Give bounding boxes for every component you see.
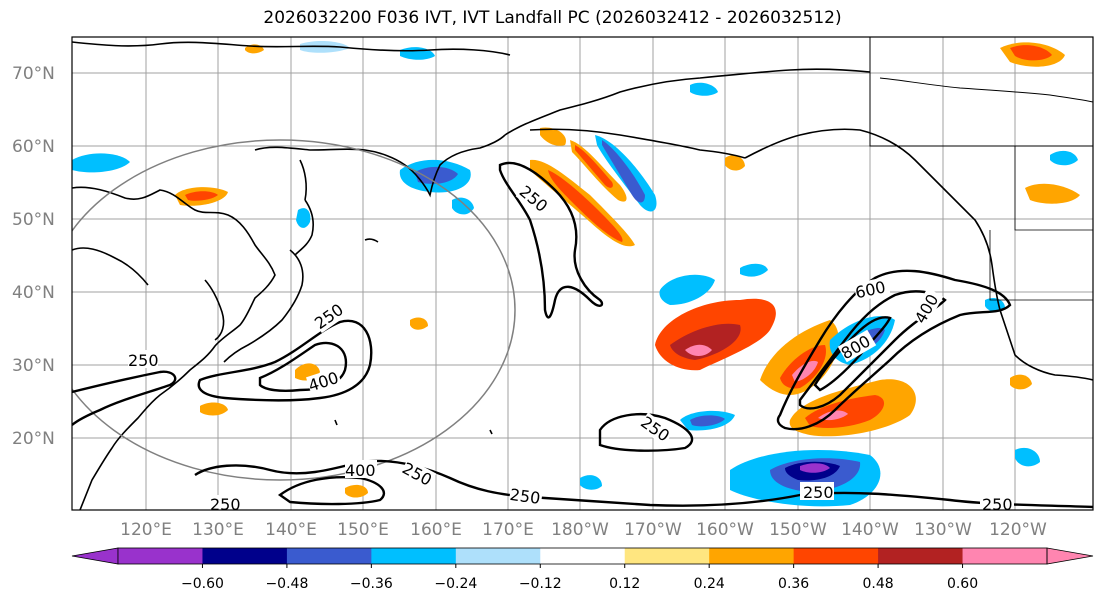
- lon-label: 160°W: [696, 520, 754, 540]
- lat-label: 50°N: [12, 210, 55, 230]
- colorbar-swatch: [455, 548, 541, 564]
- colorbar-swatch: [962, 548, 1048, 564]
- plot-area: [72, 37, 1093, 510]
- lat-axis: 70°N 60°N 50°N 40°N 30°N 20°N: [12, 64, 55, 449]
- ring-icon: [72, 139, 516, 481]
- contour-label-250f: 250: [509, 485, 542, 508]
- colorbar-extend-min: [71, 547, 119, 565]
- coastlines: [72, 37, 1093, 510]
- colorbar-tick-label: −0.24: [434, 576, 477, 592]
- colorbar-swatch: [540, 548, 626, 564]
- plot-frame: [71, 36, 1094, 511]
- lat-label: 60°N: [12, 137, 55, 157]
- contour-label-250h: 250: [803, 483, 834, 502]
- lon-label: 160°E: [410, 520, 462, 540]
- contour-labels: 250 250 400 250 400 250 250 250 250 600 …: [128, 182, 1014, 514]
- lat-label: 40°N: [12, 283, 55, 303]
- lon-label: 120°E: [120, 520, 172, 540]
- colorbar-tick-label: 0.36: [778, 576, 809, 592]
- colorbar-tick-label: 0.60: [947, 576, 978, 592]
- colorbar: −0.60 −0.48 −0.36 −0.24 −0.12 0.12 0.24 0.36 0.4…: [71, 547, 1094, 592]
- contour-label-400b: 400: [345, 461, 376, 480]
- contour-label-250i: 250: [982, 495, 1013, 514]
- colorbar-swatch: [709, 548, 795, 564]
- lat-label: 70°N: [12, 64, 55, 84]
- contour-label-250e: 250: [210, 495, 241, 514]
- colorbar-swatch: [202, 548, 288, 564]
- lon-label: 150°W: [769, 520, 827, 540]
- lat-label: 30°N: [12, 356, 55, 376]
- contour-label-250c: 250: [128, 351, 159, 370]
- lon-label: 180°W: [551, 520, 609, 540]
- colorbar-tick-label: 0.24: [694, 576, 725, 592]
- colorbar-frame: [117, 547, 1048, 565]
- lon-axis: 120°E 130°E 140°E 150°E 160°E 170°E 180°…: [120, 520, 1047, 540]
- colorbar-swatch: [624, 548, 710, 564]
- lon-label: 150°E: [337, 520, 389, 540]
- colorbar-swatch: [118, 548, 203, 564]
- colorbar-tick-label: −0.60: [181, 576, 224, 592]
- lon-label: 170°W: [624, 520, 682, 540]
- colorbar-swatch: [286, 548, 372, 564]
- colorbar-swatch: [878, 548, 964, 564]
- colorbar-tick-label: −0.12: [519, 576, 562, 592]
- colorbar-swatch: [793, 548, 879, 564]
- colorbar-tick-label: −0.36: [350, 576, 393, 592]
- lon-label: 130°W: [914, 520, 972, 540]
- colorbar-tick-label: 0.12: [609, 576, 640, 592]
- lat-label: 20°N: [12, 429, 55, 449]
- colorbar-extend-max: [1046, 547, 1094, 565]
- colorbar-tick-label: 0.48: [863, 576, 894, 592]
- lon-label: 140°E: [265, 520, 317, 540]
- colorbar-swatch: [371, 548, 457, 564]
- map-title: 2026032200 F036 IVT, IVT Landfall PC (20…: [263, 8, 842, 28]
- colorbar-tick-label: −0.48: [265, 576, 308, 592]
- lon-label: 120°W: [989, 520, 1047, 540]
- lon-label: 140°W: [841, 520, 899, 540]
- lon-label: 130°E: [192, 520, 244, 540]
- lon-label: 170°E: [482, 520, 534, 540]
